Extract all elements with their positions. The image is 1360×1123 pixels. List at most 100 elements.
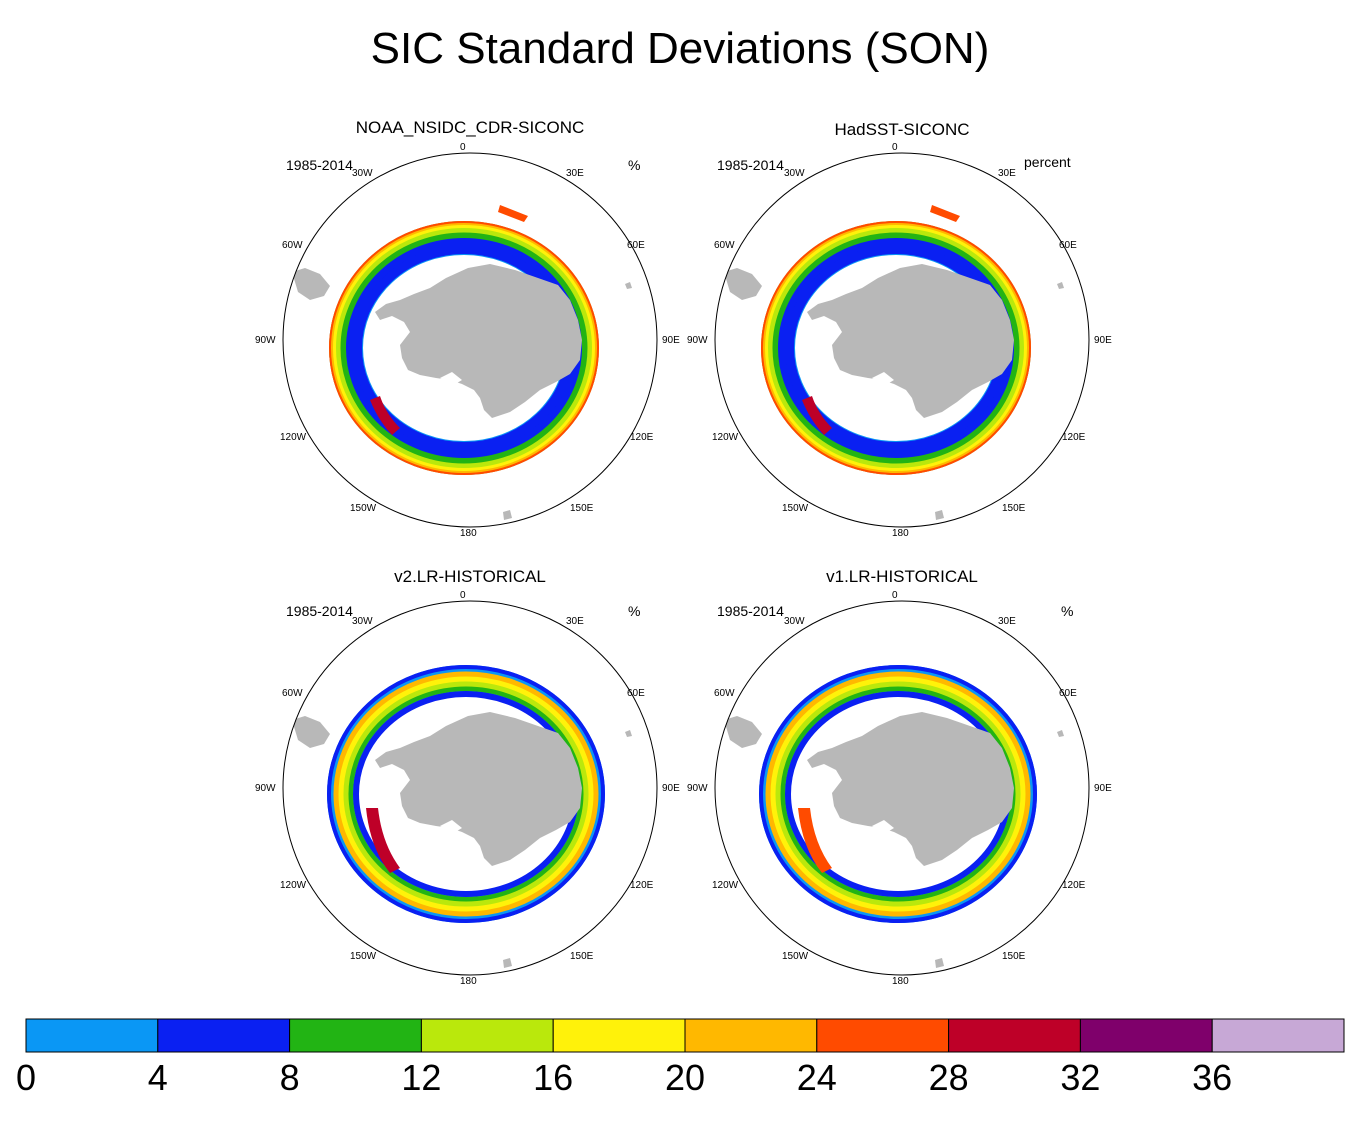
longitude-label: 60E <box>1059 688 1077 699</box>
longitude-label: 30E <box>566 616 584 627</box>
island-land <box>625 730 632 737</box>
ice-band-edge <box>759 665 1037 923</box>
longitude-label: 180 <box>460 528 477 539</box>
ice-max-patch <box>370 396 400 435</box>
island-land <box>503 958 512 968</box>
longitude-label: 150W <box>350 503 377 514</box>
panel-title: v1.LR-HISTORICAL <box>826 567 978 586</box>
colorbar-swatch <box>1079 1018 1213 1053</box>
panel-period: 1985-2014 <box>286 603 353 619</box>
longitude-label: 30W <box>784 616 805 627</box>
map-boundary <box>282 600 658 976</box>
colorbar-swatch <box>684 1018 818 1053</box>
polar-map <box>282 152 658 528</box>
colorbar-swatch <box>289 1018 422 1053</box>
ice-shelf <box>872 820 894 834</box>
ice-band-8-12 <box>779 685 1017 903</box>
longitude-label: 0 <box>460 142 466 153</box>
longitude-label: 120E <box>1062 880 1086 891</box>
polar-map <box>282 600 658 976</box>
longitude-label: 30E <box>998 616 1016 627</box>
antarctica-land <box>375 712 582 866</box>
longitude-label: 180 <box>460 976 477 987</box>
longitude-label: 90E <box>662 335 680 346</box>
colorbar-tick-label: 20 <box>664 1057 706 1098</box>
colorbar-tick-label: 16 <box>533 1057 574 1098</box>
panel-units: % <box>1061 603 1074 619</box>
longitude-label: 90W <box>255 783 276 794</box>
colorbar-swatch <box>420 1018 554 1053</box>
longitude-label: 30W <box>352 616 373 627</box>
ice-band-16-20 <box>768 674 1028 914</box>
figure-title: SIC Standard Deviations (SON) <box>370 24 990 73</box>
ice-band-24-28 <box>761 221 1031 475</box>
map-boundary <box>714 152 1090 528</box>
colorbar-swatch <box>157 1018 291 1053</box>
south-america-land <box>724 268 762 300</box>
colorbar-tick-label: 0 <box>15 1057 37 1098</box>
antarctica-land <box>375 264 582 418</box>
panel-period: 1985-2014 <box>286 157 353 173</box>
longitude-label: 30W <box>784 168 805 179</box>
longitude-label: 150E <box>1002 503 1026 514</box>
map-boundary <box>282 152 658 528</box>
colorbar-tick-label: 4 <box>147 1057 168 1098</box>
longitude-label: 60W <box>714 688 735 699</box>
longitude-label: 0 <box>892 142 898 153</box>
longitude-label: 150E <box>1002 951 1026 962</box>
longitude-label: 150W <box>782 951 809 962</box>
ice-band-20-24 <box>333 671 599 917</box>
longitude-label: 60E <box>627 240 645 251</box>
island-land <box>935 958 944 968</box>
ice-shelf <box>440 820 462 834</box>
polar-map <box>714 600 1090 976</box>
colorbar-swatch <box>1211 1018 1345 1053</box>
longitude-label: 120E <box>630 880 654 891</box>
ice-high-patch <box>498 205 528 222</box>
longitude-label: 0 <box>892 590 898 601</box>
ice-band-edge <box>327 665 605 923</box>
longitude-label: 30E <box>566 168 584 179</box>
longitude-label: 90W <box>255 335 276 346</box>
ice-shelf <box>440 372 462 386</box>
south-america-land <box>724 716 762 748</box>
ice-band-12-16 <box>773 679 1023 909</box>
island-land <box>1057 282 1064 289</box>
colorbar-tick-label: 32 <box>1060 1057 1101 1098</box>
longitude-label: 180 <box>892 528 909 539</box>
panel-units: percent <box>1024 154 1071 170</box>
longitude-label: 30W <box>352 168 373 179</box>
panel-units: % <box>628 157 641 173</box>
ice-band-16-20 <box>336 674 596 914</box>
ice-band-20-24 <box>765 671 1031 917</box>
longitude-label: 90W <box>687 335 708 346</box>
longitude-label: 150E <box>570 503 594 514</box>
longitude-label: 150W <box>350 951 377 962</box>
polar-map <box>714 152 1090 528</box>
longitude-label: 30E <box>998 168 1016 179</box>
colorbar-tick-label: 28 <box>928 1057 969 1098</box>
ice-band-12-16 <box>341 679 591 909</box>
colorbar-swatch <box>816 1018 950 1053</box>
longitude-label: 60E <box>627 688 645 699</box>
ice-max-patch <box>802 396 832 435</box>
panel-title: NOAA_NSIDC_CDR-SICONC <box>355 118 585 137</box>
colorbar-tick-label: 24 <box>796 1057 837 1098</box>
map-boundary <box>714 600 1090 976</box>
longitude-label: 120E <box>630 432 654 443</box>
ice-band-8-12 <box>347 685 585 903</box>
longitude-label: 120W <box>712 880 739 891</box>
longitude-label: 60W <box>282 688 303 699</box>
panel-period: 1985-2014 <box>717 603 784 619</box>
island-land <box>625 282 632 289</box>
longitude-label: 90E <box>1094 783 1112 794</box>
ice-max-patch <box>366 808 400 873</box>
island-land <box>503 510 512 520</box>
longitude-label: 90W <box>687 783 708 794</box>
ice-shelf <box>872 372 894 386</box>
ice-max-patch <box>798 808 832 873</box>
longitude-label: 90E <box>1094 335 1112 346</box>
longitude-label: 0 <box>460 590 466 601</box>
antarctica-land <box>807 712 1014 866</box>
colorbar-tick-label: 8 <box>279 1057 300 1098</box>
